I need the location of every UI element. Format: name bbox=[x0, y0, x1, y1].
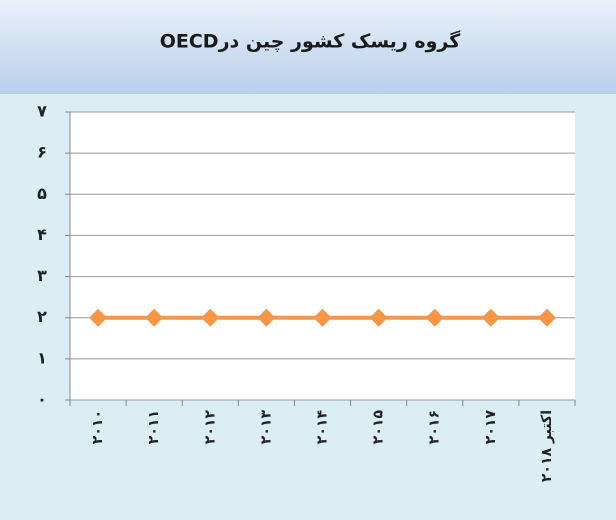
marker bbox=[425, 308, 444, 327]
x-tick-label: ۲۰۱۴ bbox=[315, 410, 331, 445]
y-tick-label: ۳ bbox=[37, 266, 47, 285]
y-tick-label: ۱ bbox=[37, 348, 47, 367]
y-tick-label: ۷ bbox=[37, 102, 47, 121]
x-tick-label: ۲۰۱۳ bbox=[258, 410, 274, 445]
x-tick-label: ۲۰۱۶ bbox=[427, 410, 443, 444]
x-tick-label: ۲۰۱۰ bbox=[90, 410, 106, 444]
y-tick-label: ۶ bbox=[37, 143, 47, 162]
marker bbox=[537, 308, 556, 327]
marker bbox=[89, 308, 108, 327]
header bbox=[0, 0, 616, 94]
marker bbox=[145, 308, 164, 327]
marker bbox=[481, 308, 500, 327]
marker bbox=[313, 308, 332, 327]
y-tick-label: ۲ bbox=[37, 307, 47, 326]
marker bbox=[201, 308, 220, 327]
marker bbox=[369, 308, 388, 327]
x-tick-label: ۲۰۱۷ bbox=[483, 410, 499, 445]
plot-area bbox=[70, 112, 575, 400]
y-tick-label: ۵ bbox=[37, 184, 47, 203]
x-tick-label: ۲۰۱۵ bbox=[371, 410, 387, 445]
y-tick-label: ۰ bbox=[37, 390, 47, 409]
chart-title: گروه ریسک کشور چین درOECD bbox=[160, 30, 461, 53]
x-tick-label: ۲۰۱۲ bbox=[202, 410, 218, 445]
marker bbox=[257, 308, 276, 327]
x-tick-label: ۲۰۱۱ bbox=[146, 410, 162, 444]
x-tick-label: اکتبر ۲۰۱۸ bbox=[539, 410, 555, 482]
y-tick-label: ۴ bbox=[37, 225, 47, 244]
